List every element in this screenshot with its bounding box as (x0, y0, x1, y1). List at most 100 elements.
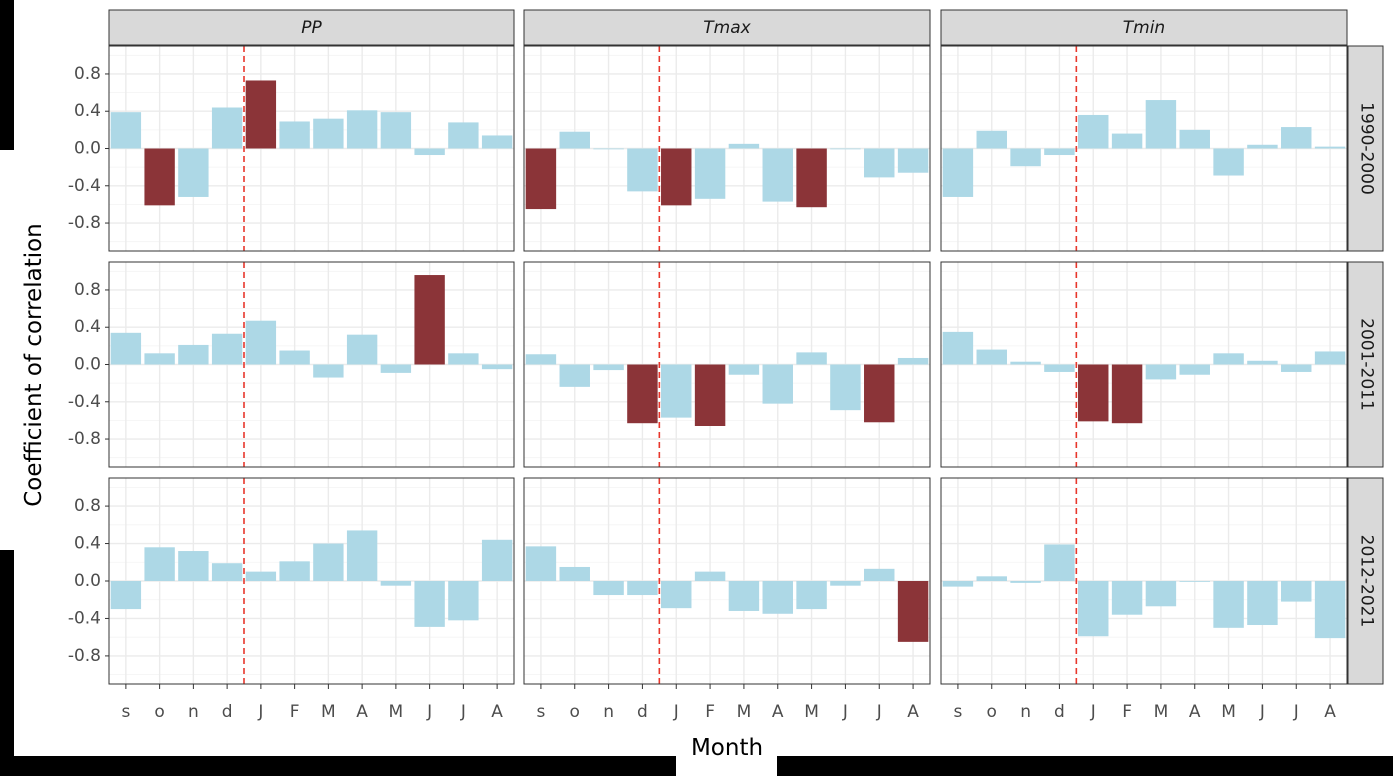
x-tick-label-A: A (907, 702, 919, 722)
bar-Tmin-1990-2000-A-7 (1179, 129, 1210, 149)
column-strip-label-Tmax: Tmax (703, 18, 751, 38)
column-strip-label-Tmin: Tmin (1123, 18, 1165, 38)
bar-Tmin-2001-2011-M-8 (1213, 353, 1244, 365)
row-strip-1990-2000 (1347, 45, 1384, 252)
x-tick-label-o: o (154, 702, 164, 722)
bar-Tmax-2012-2021-s-0 (525, 546, 557, 581)
bar-Tmax-2012-2021-J-4 (661, 581, 692, 609)
bar-PP-2001-2011-J-10 (448, 353, 479, 365)
bar-Tmin-1990-2000-M-8 (1213, 148, 1244, 176)
bar-Tmax-1990-2000-J-10 (864, 148, 895, 178)
bar-PP-1990-2000-M-8 (380, 112, 412, 149)
crop-artifact-top-left (0, 0, 14, 150)
bar-Tmin-2012-2021-M-6 (1145, 581, 1177, 607)
bar-Tmin-1990-2000-J-9 (1247, 144, 1278, 149)
bar-Tmin-2012-2021-o-1 (976, 576, 1007, 581)
bar-Tmax-1990-2000-A-7 (762, 148, 793, 202)
bar-PP-1990-2000-s-0 (110, 112, 142, 149)
y-tick-label: -0.4 (68, 392, 101, 412)
bar-PP-2012-2021-d-3 (211, 563, 243, 581)
x-tick-label-F: F (705, 702, 715, 722)
y-tick-label: 0.0 (74, 139, 101, 159)
bar-Tmax-1990-2000-J-9 (830, 148, 861, 150)
row-strip-2012-2021 (1347, 477, 1384, 685)
panel-Tmin-2012-2021 (940, 477, 1348, 685)
bar-PP-1990-2000-o-1 (144, 148, 175, 206)
bar-Tmin-1990-2000-d-3 (1044, 148, 1075, 156)
x-tick-label-A: A (1324, 702, 1336, 722)
bar-PP-2012-2021-M-6 (313, 543, 344, 581)
panel-border (940, 261, 1348, 468)
bar-Tmax-2001-2011-M-8 (796, 352, 827, 365)
bar-Tmin-2001-2011-J-10 (1281, 364, 1312, 372)
bar-Tmin-1990-2000-F-5 (1111, 133, 1143, 149)
x-tick-label-n: n (188, 702, 199, 722)
bar-PP-2001-2011-n-2 (178, 344, 209, 365)
x-tick-label-o: o (570, 702, 580, 722)
bar-Tmin-2001-2011-o-1 (976, 349, 1007, 365)
x-tick-label-M: M (321, 702, 336, 722)
panel-Tmin-1990-2000 (940, 45, 1348, 252)
bar-Tmax-1990-2000-d-3 (627, 148, 658, 192)
bar-PP-1990-2000-A-11 (481, 135, 513, 149)
x-tick-label-n: n (1020, 702, 1031, 722)
bar-Tmin-1990-2000-s-0 (942, 148, 974, 197)
bar-Tmax-2001-2011-n-2 (593, 364, 624, 371)
panel-border (523, 45, 931, 252)
bar-Tmin-1990-2000-n-2 (1010, 148, 1041, 167)
bar-PP-2001-2011-o-1 (144, 353, 175, 365)
bar-Tmin-1990-2000-A-11 (1314, 146, 1346, 149)
column-strip-Tmax (523, 9, 931, 46)
bar-PP-2001-2011-A-7 (346, 334, 378, 365)
bar-PP-2012-2021-A-11 (481, 539, 513, 581)
bar-Tmax-2001-2011-o-1 (559, 364, 590, 387)
bar-PP-2012-2021-J-9 (414, 581, 445, 627)
bar-PP-1990-2000-J-9 (414, 148, 445, 156)
bar-Tmax-2001-2011-M-6 (728, 364, 760, 375)
bar-PP-1990-2000-M-6 (313, 118, 344, 149)
x-axis-title: Month (691, 735, 763, 761)
x-tick-label-F: F (1122, 702, 1132, 722)
bar-Tmax-2012-2021-M-8 (796, 581, 827, 610)
x-tick-label-d: d (222, 702, 233, 722)
bar-PP-1990-2000-d-3 (211, 107, 243, 149)
bar-PP-2012-2021-J-4 (245, 571, 277, 581)
panel-Tmin-2001-2011 (940, 261, 1348, 468)
bar-Tmax-1990-2000-A-11 (897, 148, 929, 173)
panel-PP-1990-2000 (108, 45, 515, 252)
bar-PP-2001-2011-J-4 (245, 320, 277, 365)
bar-Tmin-2012-2021-F-5 (1111, 581, 1143, 615)
row-strip-label-1990-2000: 1990-2000 (1357, 102, 1377, 195)
bar-Tmin-2012-2021-J-4 (1078, 581, 1109, 637)
bar-Tmin-2001-2011-F-5 (1111, 364, 1143, 424)
bar-Tmax-1990-2000-n-2 (593, 148, 624, 150)
y-tick-label: -0.8 (68, 213, 101, 233)
bar-Tmin-2012-2021-A-7 (1179, 581, 1210, 582)
x-tick-label-A: A (491, 702, 503, 722)
x-tick-label-J: J (1293, 702, 1299, 722)
bar-Tmax-2001-2011-A-7 (762, 364, 793, 404)
bar-Tmax-1990-2000-J-4 (661, 148, 692, 206)
bar-PP-1990-2000-n-2 (178, 148, 209, 197)
y-tick-label: 0.8 (74, 280, 101, 300)
x-tick-label-M: M (804, 702, 819, 722)
bar-Tmin-1990-2000-J-10 (1281, 127, 1312, 149)
bar-Tmax-2012-2021-F-5 (694, 571, 726, 581)
bar-PP-2012-2021-s-0 (110, 581, 142, 610)
panel-PP-2001-2011 (108, 261, 515, 468)
bar-Tmin-2012-2021-d-3 (1044, 544, 1075, 581)
bar-Tmax-1990-2000-M-8 (796, 148, 827, 208)
column-strip-Tmin (940, 9, 1348, 46)
x-tick-label-M: M (1154, 702, 1169, 722)
bar-Tmax-2001-2011-J-4 (661, 364, 692, 418)
row-strip-2001-2011 (1347, 261, 1384, 468)
bar-Tmin-2012-2021-J-9 (1247, 581, 1278, 626)
bar-PP-1990-2000-J-10 (448, 122, 479, 149)
bar-PP-2012-2021-J-10 (448, 581, 479, 621)
bar-PP-2001-2011-J-9 (414, 275, 445, 365)
x-tick-label-s: s (121, 702, 130, 722)
bar-PP-2012-2021-n-2 (178, 551, 209, 581)
bar-Tmin-2012-2021-n-2 (1010, 581, 1041, 583)
